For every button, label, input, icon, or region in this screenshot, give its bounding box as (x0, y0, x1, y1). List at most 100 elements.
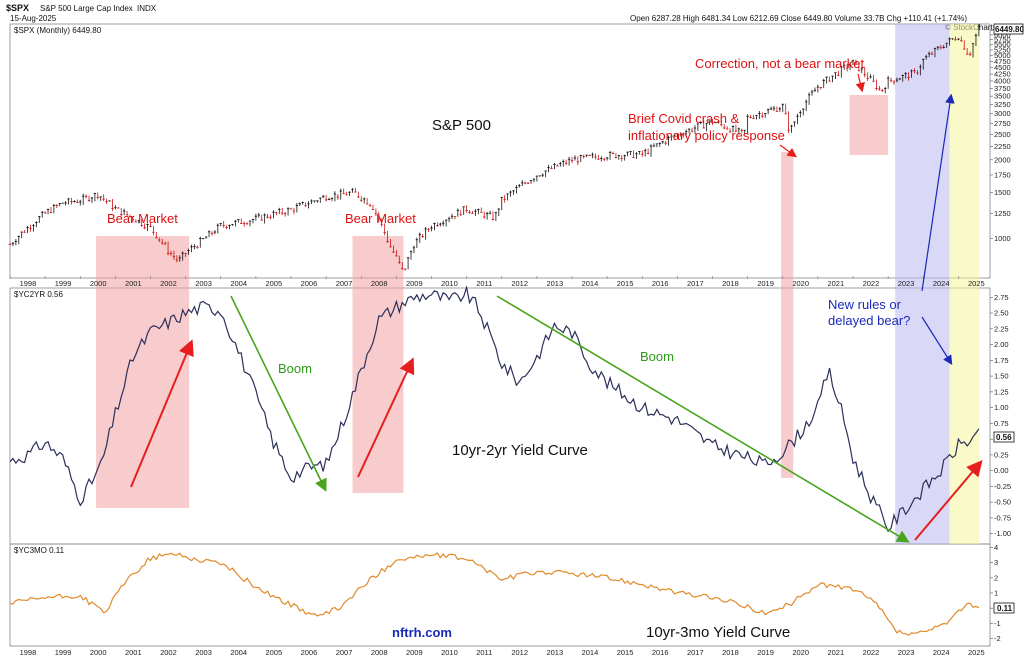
arrow-green-boom1 (230, 295, 327, 492)
x-tick-label-bottom: 2022 (863, 648, 880, 657)
arrow-blue-down (921, 316, 953, 366)
blue-zone (895, 24, 950, 544)
spx-last-value: 6449.80 (995, 25, 1024, 34)
yc2yr-tick-label: 1.00 (994, 403, 1009, 412)
x-tick-label-bottom: 2011 (476, 648, 492, 657)
spx-tick-label: 2750 (994, 119, 1011, 128)
label-yc2yr: 10yr-2yr Yield Curve (452, 442, 588, 459)
label-new-rules-1: New rules or (828, 297, 902, 312)
spx-tick-label: 3750 (994, 84, 1011, 93)
yc2yr-tick-label: 2.50 (994, 309, 1009, 318)
x-tick-label-bottom: 2004 (230, 648, 247, 657)
x-tick-label-top: 2002 (160, 279, 177, 288)
x-axis-bottom: 1998 1999 2000 2001 2002 2003 2004 2005 2006 2007… (20, 648, 985, 657)
label-bear-1: Bear Market (107, 211, 178, 226)
yc3mo-tick-label: -2 (994, 634, 1001, 643)
x-tick-label-bottom: 1998 (20, 648, 37, 657)
spx-last-box (993, 23, 1024, 35)
spx-tick-label: 2250 (994, 142, 1011, 151)
x-tick-label-top: 2022 (863, 279, 880, 288)
arrow-red-2024 (914, 459, 983, 541)
yc2yr-line (9, 285, 980, 533)
x-tick-label-bottom: 2016 (652, 648, 669, 657)
x-tick-label-bottom: 2023 (898, 648, 915, 657)
x-tick-label-top: 1998 (20, 279, 37, 288)
label-sp500: S&P 500 (432, 117, 491, 134)
red-zone-2001 (96, 236, 190, 508)
spx-tick-label: 1000 (994, 234, 1011, 243)
x-tick-label-bottom: 2014 (582, 648, 599, 657)
x-tick-label-bottom: 2020 (792, 648, 809, 657)
red-zone-2022 (849, 95, 889, 155)
x-tick-label-top: 2004 (230, 279, 247, 288)
spx-tick-label: 4500 (994, 63, 1011, 72)
x-tick-label-top: 2016 (652, 279, 669, 288)
yc3mo-line (9, 552, 980, 637)
x-tick-label-bottom: 2001 (125, 648, 142, 657)
x-tick-label-top: 2021 (827, 279, 844, 288)
x-tick-label-top: 1999 (55, 279, 72, 288)
spx-tick-label: 5750 (994, 35, 1011, 44)
x-tick-label-top: 2003 (195, 279, 212, 288)
x-tick-label-top: 2006 (301, 279, 318, 288)
spx-tick-label: 5000 (994, 51, 1011, 60)
yc3mo-tick-label: 3 (994, 558, 998, 567)
x-tick-label-bottom: 2017 (687, 648, 704, 657)
yc2yr-tick-label: -0.75 (994, 513, 1011, 522)
yc2yr-last-value: 0.56 (996, 433, 1012, 442)
x-tick-label-top: 2005 (265, 279, 282, 288)
spx-legend: $SPX (Monthly) 6449.80 (14, 26, 102, 35)
highlight-zones (96, 24, 980, 544)
x-tick-label-bottom: 2018 (722, 648, 739, 657)
arrow-red-2008 (357, 357, 415, 478)
x-tick-label-bottom: 2002 (160, 648, 177, 657)
x-tick-label-bottom: 2013 (546, 648, 563, 657)
x-tick-label-top: 2009 (406, 279, 423, 288)
x-tick-label-bottom: 2000 (90, 648, 107, 657)
red-zone-2008 (352, 236, 404, 493)
arrow-correction (855, 73, 865, 93)
x-tick-label-bottom: 2025 (968, 648, 985, 657)
ohlc-readout: Open 6287.28 High 6481.34 Low 6212.69 Cl… (630, 14, 967, 23)
x-tick-label-bottom: 2010 (441, 648, 458, 657)
yc3mo-tick-label: 1 (994, 589, 998, 598)
yc2yr-tick-label: -0.50 (994, 498, 1011, 507)
x-tick-label-bottom: 2015 (617, 648, 634, 657)
symbol: $SPX (6, 3, 29, 13)
spx-tick-label: 1250 (994, 209, 1011, 218)
yc3mo-tick-label: 2 (994, 573, 998, 582)
yc3mo-legend: $YC3MO 0.11 (14, 546, 65, 555)
x-tick-label-top: 2000 (90, 279, 107, 288)
spx-panel (9, 23, 991, 279)
spx-tick-label: 1500 (994, 188, 1011, 197)
yc2yr-tick-label: -0.25 (994, 482, 1011, 491)
label-covid-1: Brief Covid crash & (628, 111, 740, 126)
yc2yr-y-axis: -1.00-0.75-0.50-0.250.000.250.500.751.00… (990, 293, 1011, 538)
x-tick-label-top: 2010 (441, 279, 458, 288)
spx-tick-label: 3000 (994, 109, 1011, 118)
spx-tick-label: 5500 (994, 40, 1011, 49)
red-zone-covid (781, 152, 794, 478)
spx-tick-label: 3250 (994, 100, 1011, 109)
x-tick-label-top: 2018 (722, 279, 739, 288)
spx-tick-label: 5250 (994, 46, 1011, 55)
yc2yr-tick-label: 2.00 (994, 340, 1009, 349)
spx-tick-label: 4250 (994, 70, 1011, 79)
x-tick-label-top: 2024 (933, 279, 950, 288)
arrow-covid (779, 144, 797, 158)
label-correction: Correction, not a bear market (695, 56, 864, 71)
index-name: S&P 500 Large Cap Index (40, 4, 133, 13)
spx-tick-label: 4000 (994, 76, 1011, 85)
chart-date: 15-Aug-2025 (10, 14, 57, 23)
yc2yr-tick-label: 0.25 (994, 450, 1009, 459)
x-tick-label-top: 2001 (125, 279, 142, 288)
label-boom-2: Boom (640, 349, 674, 364)
yc3mo-last-box (993, 602, 1015, 614)
x-tick-label-bottom: 2006 (301, 648, 318, 657)
spx-tick-label: 2000 (994, 155, 1011, 164)
x-tick-label-top: 2008 (371, 279, 388, 288)
x-tick-label-top: 2023 (898, 279, 915, 288)
yc3mo-panel (9, 543, 991, 647)
label-bear-2: Bear Market (345, 211, 416, 226)
x-tick-label-bottom: 2012 (511, 648, 528, 657)
